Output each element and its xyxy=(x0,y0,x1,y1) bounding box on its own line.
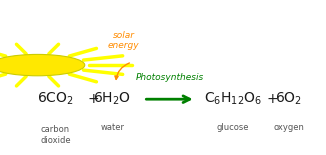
Text: Photosynthesis: Photosynthesis xyxy=(135,73,204,82)
Text: water: water xyxy=(100,123,125,132)
Text: $\mathregular{6H_2O}$: $\mathregular{6H_2O}$ xyxy=(94,91,131,107)
Text: solar
energy: solar energy xyxy=(108,31,140,50)
FancyArrowPatch shape xyxy=(115,63,129,79)
Text: glucose: glucose xyxy=(217,123,249,132)
Text: $\mathregular{C_6H_{12}O_6}$: $\mathregular{C_6H_{12}O_6}$ xyxy=(204,91,262,107)
Text: $\mathregular{6O_2}$: $\mathregular{6O_2}$ xyxy=(275,91,302,107)
Text: +: + xyxy=(87,92,99,106)
Ellipse shape xyxy=(0,54,85,76)
Text: carbon
dioxide: carbon dioxide xyxy=(40,125,71,145)
Text: +: + xyxy=(266,92,278,106)
Text: $\mathregular{6CO_2}$: $\mathregular{6CO_2}$ xyxy=(37,91,74,107)
Text: oxygen: oxygen xyxy=(273,123,304,132)
